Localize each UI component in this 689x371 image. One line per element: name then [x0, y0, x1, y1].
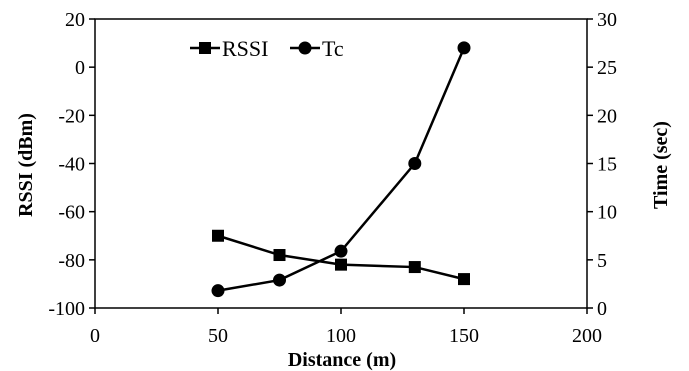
legend-marker-square [199, 42, 211, 54]
x-axis-title: Distance (m) [288, 349, 396, 371]
y2-tick-label: 5 [597, 250, 607, 272]
y2-tick-label: 20 [597, 105, 617, 127]
y-tick-label: 20 [65, 9, 85, 31]
y2-axis-ticks: 30 25 20 15 10 5 0 [587, 9, 617, 320]
legend-item-tc: Tc [290, 36, 344, 61]
data-point-rssi [212, 229, 224, 242]
y2-tick-label: 30 [597, 9, 617, 31]
series-tc [211, 41, 471, 298]
y2-tick-label: 10 [597, 202, 617, 224]
data-point-rssi [273, 249, 286, 262]
data-point-tc [211, 284, 225, 298]
x-axis-ticks: 0 50 100 150 200 [90, 308, 602, 347]
y-tick-label: 0 [75, 57, 85, 79]
y-tick-label: -80 [58, 250, 85, 272]
y-tick-label: -60 [58, 202, 85, 224]
data-point-rssi [335, 258, 347, 271]
data-point-tc [457, 41, 471, 55]
y2-tick-label: 0 [597, 298, 607, 320]
y-axis-ticks: 20 0 -20 -40 -60 -80 -100 [48, 9, 95, 320]
y2-tick-label: 25 [597, 57, 617, 79]
data-point-tc [334, 244, 348, 258]
data-point-tc [273, 273, 286, 287]
x-tick-label: 200 [572, 325, 602, 347]
y-tick-label: -20 [58, 105, 85, 127]
y2-axis-title: Time (sec) [650, 121, 672, 209]
series-layer [211, 41, 471, 298]
data-point-tc [408, 157, 422, 170]
data-point-rssi [408, 261, 421, 274]
legend-item-rssi: RSSI [190, 36, 268, 61]
y2-tick-label: 15 [597, 154, 617, 176]
data-point-rssi [458, 273, 470, 286]
legend-label: RSSI [222, 36, 268, 61]
x-tick-label: 50 [208, 325, 228, 347]
y-tick-label: -40 [58, 154, 85, 176]
series-rssi [212, 229, 470, 286]
x-tick-label: 100 [326, 325, 356, 347]
legend: RSSI Tc [190, 36, 344, 61]
x-tick-label: 0 [90, 325, 100, 347]
y-tick-label: -100 [48, 298, 85, 320]
legend-label: Tc [322, 36, 344, 61]
x-tick-label: 150 [449, 325, 479, 347]
legend-marker-circle [298, 41, 312, 55]
y-axis-title: RSSI (dBm) [15, 113, 37, 217]
